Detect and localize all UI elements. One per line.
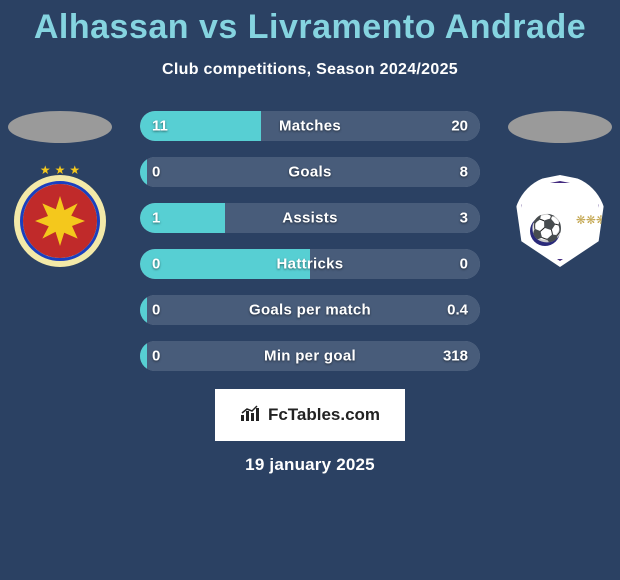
left-player-column: ★ ★ ★ [0,111,120,267]
stat-label: Min per goal [264,348,356,365]
right-player-photo-placeholder [508,111,612,143]
stat-bar: 0 318 Min per goal [140,341,480,371]
bar-fill-right [225,203,480,233]
stat-label: Assists [282,210,337,227]
badge-star-icon [35,196,85,246]
footer-date: 19 january 2025 [0,455,620,475]
stat-value-left: 11 [152,118,168,135]
chart-icon [240,404,262,427]
stat-value-right: 20 [451,118,468,135]
stat-label: Goals per match [249,302,371,319]
bar-fill-left [140,157,147,187]
right-player-column: ❋❋❋ [500,111,620,267]
star-icon: ★ [69,163,80,177]
stat-value-right: 0.4 [447,302,468,319]
right-club-badge: ❋❋❋ [514,175,606,267]
comparison-content: ★ ★ ★ ❋❋❋ 11 20 Matches 0 8 Goals 1 3 Assists 0 0 H… [0,111,620,371]
stat-label: Matches [279,118,341,135]
stat-bar: 0 0.4 Goals per match [140,295,480,325]
subtitle: Club competitions, Season 2024/2025 [0,61,620,79]
left-club-badge: ★ ★ ★ [14,175,106,267]
bar-fill-left [140,341,147,371]
brand-name: FcTables.com [268,405,380,425]
badge-ball-icon [530,216,560,246]
brand-footer-box: FcTables.com [215,389,405,441]
stat-label: Goals [288,164,331,181]
stat-bars-container: 1120Matches08Goals13Assists00Hattricks00… [140,111,480,371]
stat-bar: 0 8 Goals [140,157,480,187]
left-player-photo-placeholder [8,111,112,143]
stat-value-right: 0 [460,256,468,273]
stat-value-right: 318 [443,348,468,365]
badge-inner-circle [23,184,97,258]
stat-value-left: 0 [152,256,160,273]
star-icon: ★ [40,163,51,177]
badge-top-stars: ★ ★ ★ [40,163,80,177]
stat-label: Hattricks [277,256,344,273]
stat-value-left: 0 [152,348,160,365]
stat-value-left: 0 [152,164,160,181]
stat-bar: 1 3 Assists [140,203,480,233]
stat-bar: 0 0 Hattricks [140,249,480,279]
stat-value-right: 8 [460,164,468,181]
bar-fill-left [140,295,147,325]
page-title: Alhassan vs Livramento Andrade [0,0,620,47]
stat-bar: 11 20 Matches [140,111,480,141]
stat-value-right: 3 [460,210,468,227]
star-icon: ★ [55,163,66,177]
stat-value-left: 0 [152,302,160,319]
stat-value-left: 1 [152,210,160,227]
